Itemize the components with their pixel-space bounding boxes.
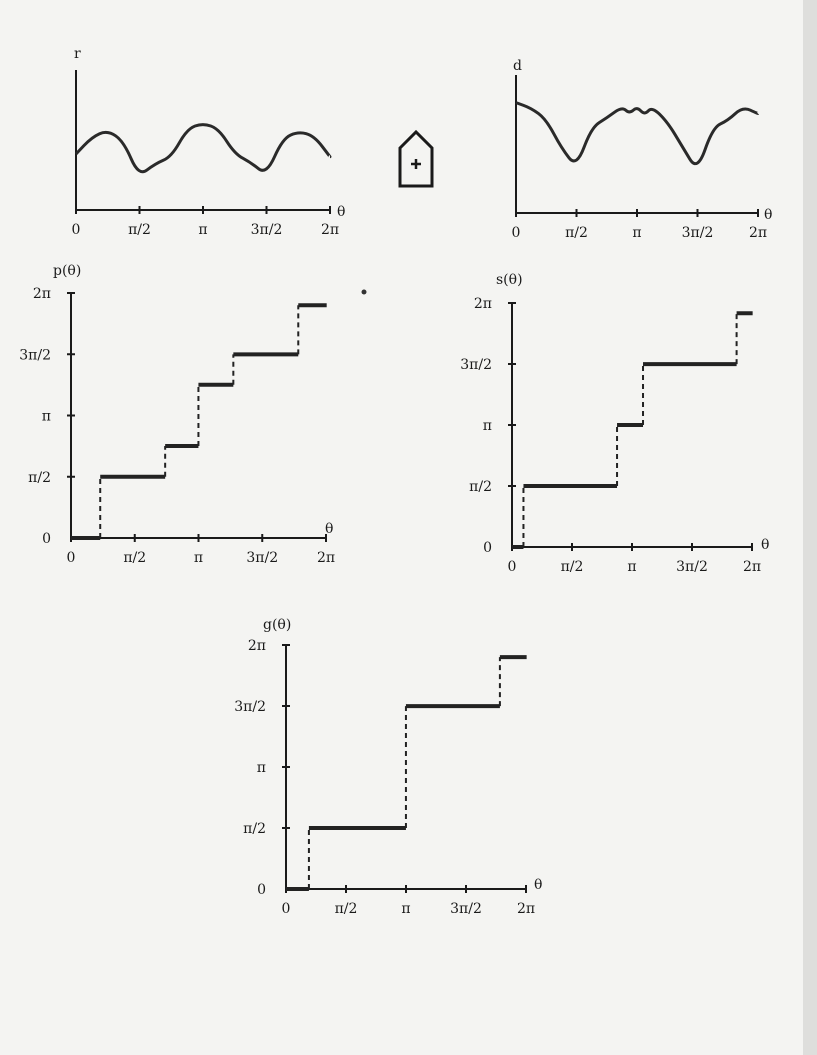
chart-g-x-axis-label: θ (534, 877, 542, 893)
chart-r-y-axis-label: r (74, 46, 81, 62)
chart-p-y-tick-label: 2π (33, 286, 51, 302)
chart-p-x-tick-label: 0 (67, 550, 76, 566)
chart-r-plot: 0 π/2 π 3π/2 2π r θ (72, 46, 346, 238)
chart-s-x-tick-label: π/2 (561, 559, 584, 575)
chart-s-y-tick-label: 2π (474, 296, 492, 312)
chart-p-y-tick-label: 3π/2 (19, 347, 51, 363)
chart-r-series-line (74, 123, 332, 174)
chart-r-x-tick-label: 3π/2 (251, 222, 283, 238)
chart-g-y-tick-label: 0 (257, 882, 266, 898)
chart-d-x-tick-label: 2π (749, 225, 767, 241)
chart-g-y-tick-label: π (257, 760, 266, 776)
chart-p-y-axis-label: p(θ) (53, 263, 81, 279)
chart-d-x-tick-label: 3π/2 (682, 225, 714, 241)
chart-g-y-tick-label: 3π/2 (234, 699, 266, 715)
chart-s-y-tick-label: 0 (483, 540, 492, 556)
chart-d-x-tick-label: 0 (512, 225, 521, 241)
chart-g-y-tick-label: π/2 (243, 821, 266, 837)
chart-s-y-axis-label: s(θ) (496, 272, 523, 288)
chart-r-x-tick-label: π (198, 222, 207, 238)
chart-r-x-tick-label: 0 (72, 222, 81, 238)
chart-d-series-line (515, 101, 760, 166)
chart-g-x-tick-label: 0 (282, 901, 291, 917)
chart-p-x-tick-label: 3π/2 (246, 550, 278, 566)
speck-mark (361, 289, 367, 295)
chart-g-x-tick-label: 3π/2 (450, 901, 482, 917)
chart-s-x-tick-label: π (627, 559, 636, 575)
chart-r-x-tick-label: 2π (321, 222, 339, 238)
chart-s-x-tick-label: 0 (508, 559, 517, 575)
chart-p-x-tick-label: 2π (317, 550, 335, 566)
chart-s-x-axis-label: θ (761, 537, 769, 553)
chart-g-x-tick-label: 2π (517, 901, 535, 917)
chart-d-x-axis-label: θ (764, 207, 772, 223)
chart-p-x-axis-label: θ (325, 521, 333, 537)
chart-r-x-axis-label: θ (337, 204, 345, 220)
chart-p-y-tick-label: 0 (42, 531, 51, 547)
chart-g-y-axis-label: g(θ) (263, 617, 291, 633)
chart-r-x-tick-label: π/2 (128, 222, 151, 238)
chart-d-y-axis-label: d (513, 58, 522, 74)
chart-d-x-tick-label: π/2 (565, 225, 588, 241)
chart-p-y-tick-label: π/2 (28, 470, 51, 486)
chart-d-x-tick-label: π (632, 225, 641, 241)
chart-p-x-tick-label: π/2 (123, 550, 146, 566)
part-shape-icon (398, 129, 434, 188)
chart-g-x-tick-label: π/2 (335, 901, 358, 917)
chart-s-y-tick-label: π (483, 418, 492, 434)
chart-g-plot: 0 π/2 π 3π/2 2π 0 π/2 π 3π/2 2π g(θ) θ (234, 617, 542, 917)
chart-p-y-tick-label: π (42, 409, 51, 425)
chart-d-plot: 0 π/2 π 3π/2 2π d θ (512, 58, 773, 241)
chart-s-y-tick-label: π/2 (469, 479, 492, 495)
chart-s-y-tick-label: 3π/2 (460, 357, 492, 373)
chart-s-x-tick-label: 3π/2 (676, 559, 708, 575)
chart-g-y-tick-label: 2π (248, 638, 266, 654)
chart-g-x-tick-label: π (401, 901, 410, 917)
chart-p-x-tick-label: π (194, 550, 203, 566)
chart-s-x-tick-label: 2π (743, 559, 761, 575)
